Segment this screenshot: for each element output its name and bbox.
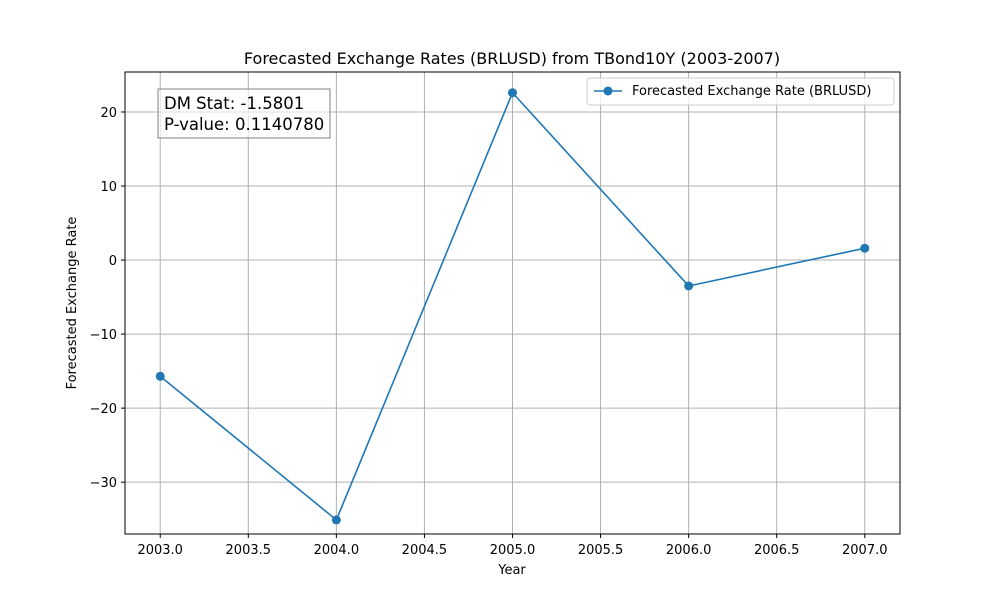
data-point <box>508 88 517 98</box>
p-value-text: P-value: 0.1140780 <box>164 115 324 134</box>
x-tick-label: 2005.5 <box>578 543 624 558</box>
x-tick-label: 2003.5 <box>226 543 272 558</box>
x-tick-label: 2004.0 <box>314 543 360 558</box>
x-tick-label: 2006.5 <box>754 543 800 558</box>
legend-label: Forecasted Exchange Rate (BRLUSD) <box>632 84 871 99</box>
x-tick-label: 2005.0 <box>490 543 536 558</box>
stats-annotation-box <box>157 88 331 139</box>
x-tick-label: 2007.0 <box>842 543 888 558</box>
dm-stat-text: DM Stat: -1.5801 <box>164 94 304 113</box>
data-point <box>155 371 165 381</box>
y-axis-label: Forecasted Exchange Rate <box>65 217 80 390</box>
series-layer <box>155 88 870 525</box>
x-tick-label: 2006.0 <box>666 543 712 558</box>
legend: Forecasted Exchange Rate (BRLUSD) <box>586 77 895 106</box>
data-point <box>331 515 341 525</box>
y-tick-label: −20 <box>90 402 117 417</box>
chart-title: Forecasted Exchange Rates (BRLUSD) from … <box>244 49 780 68</box>
y-tick-label: 20 <box>100 106 117 121</box>
ticks: 2003.0 2003.5 2004.0 2004.5 2005.0 2005.5 2006… <box>90 106 888 558</box>
x-tick-label: 2004.5 <box>402 543 448 558</box>
x-tick-label: 2003.0 <box>137 543 183 558</box>
data-point <box>860 243 870 253</box>
y-tick-label: −10 <box>90 328 117 343</box>
data-point <box>684 281 694 291</box>
grid <box>125 72 900 534</box>
legend-marker-swatch <box>603 86 613 96</box>
y-tick-label: 10 <box>100 180 117 195</box>
stats-annotation: DM Stat: -1.5801 P-value: 0.1140780 <box>157 88 331 139</box>
y-tick-label: 0 <box>109 254 117 269</box>
y-tick-label: −30 <box>90 476 117 491</box>
legend-frame <box>586 77 895 106</box>
x-axis-label: Year <box>497 563 526 578</box>
